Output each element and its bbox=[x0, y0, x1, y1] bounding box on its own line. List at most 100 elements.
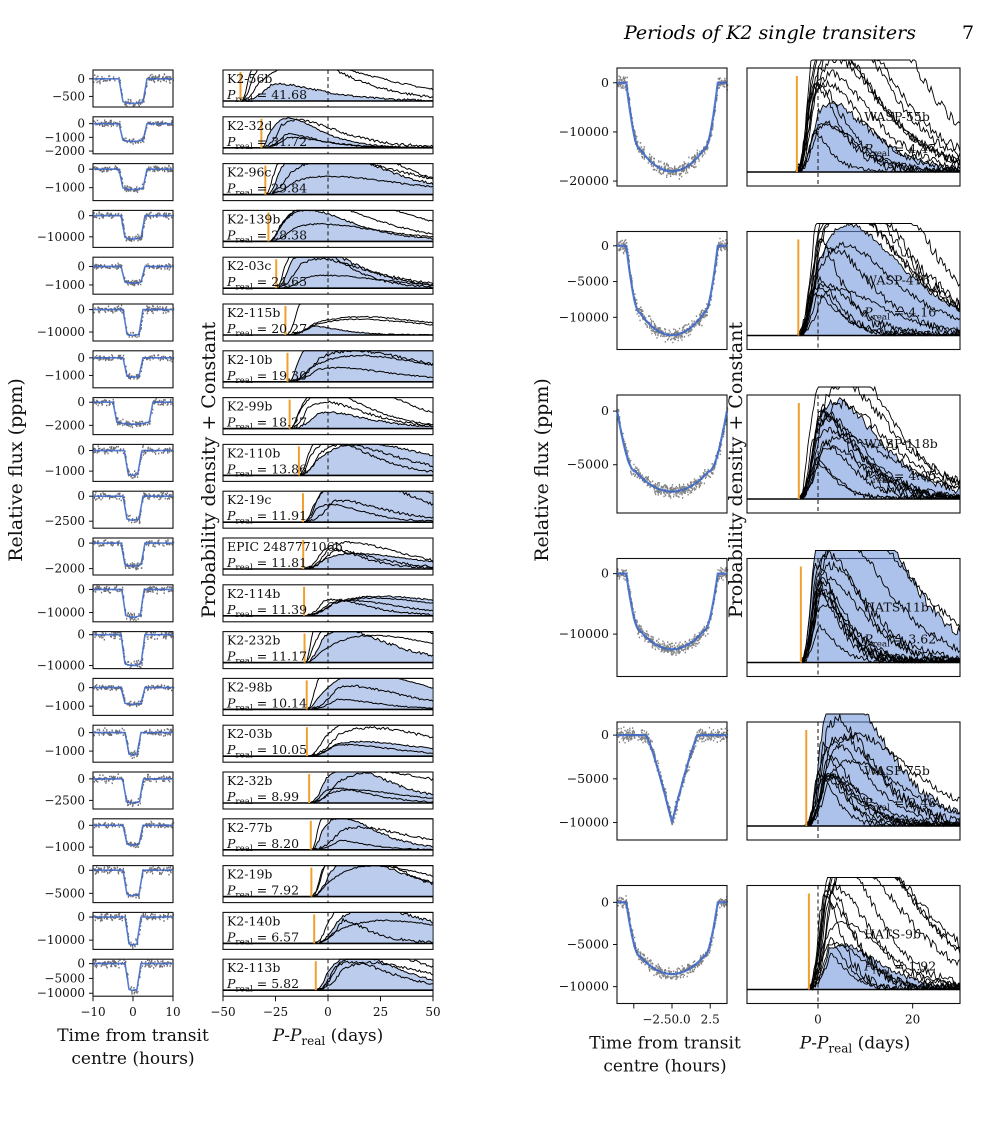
flux-model-curve bbox=[93, 308, 173, 337]
flux-panel: 0 −2500 bbox=[44, 489, 174, 529]
y-tick-label: 0 bbox=[77, 259, 85, 273]
flux-model-curve bbox=[93, 401, 173, 425]
flux-model-curve bbox=[93, 214, 173, 240]
planet-name: K2-77b bbox=[227, 820, 272, 835]
y-tick-label: −1000 bbox=[44, 130, 85, 144]
planet-name: K2-139b bbox=[227, 211, 280, 226]
y-tick-label: −2000 bbox=[44, 562, 85, 576]
flux-panel-frame bbox=[92, 631, 174, 670]
flux-panel: 0 −1000 bbox=[44, 162, 174, 202]
flux-model-curve bbox=[93, 168, 173, 191]
y-tick-label: 0 bbox=[77, 582, 85, 596]
y-tick-label: −10000 bbox=[559, 309, 609, 324]
planet-name: K2-10b bbox=[227, 352, 272, 367]
probability-panel: HATS-9b Preal = 1.92 bbox=[746, 876, 961, 1005]
flux-panel: 0 −10000 bbox=[37, 209, 174, 248]
p-real-label: Preal = 19.30 bbox=[226, 368, 307, 386]
x-tick-label: −10 bbox=[80, 1005, 105, 1019]
p-real-label: Preal = 8.20 bbox=[226, 836, 299, 854]
p-real-label: Preal = 11.17 bbox=[226, 649, 307, 667]
probability-panel: WASP-118b Preal = 4.05 bbox=[746, 385, 961, 514]
flux-model-curve bbox=[93, 588, 173, 618]
flux-y-axis-label: Relative flux (ppm) bbox=[5, 378, 27, 562]
planet-name: K2-32b bbox=[227, 773, 272, 788]
y-tick-label: −5000 bbox=[44, 971, 85, 985]
page-number: 7 bbox=[962, 22, 975, 44]
flux-model-curve bbox=[617, 244, 727, 337]
planet-name: K2-99b bbox=[227, 399, 272, 414]
planet-name: K2-140b bbox=[227, 913, 280, 928]
flux-model-curve bbox=[93, 731, 173, 756]
y-tick-label: 0 bbox=[77, 489, 85, 503]
y-tick-label: 0 bbox=[77, 351, 85, 365]
flux-model-curve bbox=[93, 824, 173, 846]
y-tick-label: −5000 bbox=[567, 457, 609, 472]
y-tick-label: −1000 bbox=[44, 699, 85, 713]
y-tick-label: 0 bbox=[601, 566, 609, 581]
y-tick-label: −5000 bbox=[44, 886, 85, 900]
flux-model-curve bbox=[93, 962, 173, 992]
planet-name: WASP-118b bbox=[864, 436, 938, 451]
y-tick-label: −10000 bbox=[559, 815, 609, 830]
p-real-label: Preal = 10.14 bbox=[226, 695, 307, 713]
flux-model-curve bbox=[617, 81, 727, 173]
flux-panel: 0 −1000 bbox=[44, 818, 175, 857]
flux-panel-frame bbox=[92, 537, 174, 576]
probability-panel: WASP-47b Preal = 4.16 bbox=[746, 222, 961, 351]
flux-model-curve bbox=[93, 495, 173, 521]
x-tick-label: 0 bbox=[129, 1005, 137, 1019]
flux-panel: 0 −1000 bbox=[44, 724, 174, 763]
y-tick-label: −10000 bbox=[37, 325, 85, 339]
flux-panel-frame bbox=[616, 394, 728, 514]
probability-panel: WASP-75b Preal = 2.48 bbox=[746, 713, 961, 841]
planet-name: HATS-11b bbox=[864, 600, 929, 615]
time-x-axis-label: centre (hours) bbox=[71, 1049, 194, 1069]
planet-name: K2-56b bbox=[227, 71, 272, 86]
y-tick-label: −10000 bbox=[559, 979, 609, 994]
prob-y-axis-label: Probability density + Constant bbox=[198, 322, 220, 619]
x-tick-label: 20 bbox=[905, 1013, 920, 1027]
p-real-label: Preal = 31.72 bbox=[226, 134, 307, 152]
flux-y-axis-label: Relative flux (ppm) bbox=[531, 378, 553, 562]
y-tick-label: −500 bbox=[52, 89, 85, 103]
y-tick-label: 0 bbox=[601, 727, 609, 742]
p-real-label: Preal = 2.48 bbox=[863, 795, 936, 813]
p-real-label: Preal = 11.91 bbox=[226, 508, 307, 526]
planet-name: WASP-47b bbox=[864, 273, 930, 288]
flux-model-curve bbox=[617, 734, 727, 823]
planet-name: K2-32d bbox=[227, 118, 272, 133]
flux-panel: 0 −2500 bbox=[44, 771, 174, 810]
flux-panel-frame bbox=[616, 557, 728, 678]
p-real-label: Preal = 24.65 bbox=[226, 274, 307, 292]
y-tick-label: 0 bbox=[601, 75, 609, 90]
p-real-label: Preal = 8.99 bbox=[226, 789, 299, 807]
flux-panel: 0 −1000 bbox=[44, 677, 175, 716]
flux-model-curve bbox=[93, 778, 173, 804]
flux-panel: 0−5000−10000 bbox=[37, 957, 174, 1000]
x-tick-label: 50 bbox=[425, 1005, 440, 1019]
flux-panel: 0−1000−2000 bbox=[44, 116, 174, 158]
y-tick-label: 0 bbox=[77, 162, 85, 176]
y-tick-label: 0 bbox=[77, 957, 85, 971]
y-tick-label: −5000 bbox=[567, 771, 609, 786]
flux-panel-frame bbox=[92, 677, 174, 716]
x-tick-label: −25 bbox=[263, 1005, 288, 1019]
y-tick-label: 0 bbox=[77, 209, 85, 223]
probability-fill bbox=[747, 223, 960, 336]
flux-model-curve bbox=[93, 449, 173, 476]
y-tick-label: 0 bbox=[77, 628, 85, 642]
flux-panel: 0 −10000 bbox=[37, 303, 175, 342]
time-x-axis-label: Time from transit bbox=[57, 1026, 209, 1046]
probability-fill bbox=[747, 714, 960, 826]
y-tick-label: −1000 bbox=[44, 278, 85, 292]
time-x-axis-label: Time from transit bbox=[589, 1034, 741, 1054]
planet-name: K2-19c bbox=[227, 492, 271, 507]
y-tick-label: 0 bbox=[77, 681, 85, 695]
